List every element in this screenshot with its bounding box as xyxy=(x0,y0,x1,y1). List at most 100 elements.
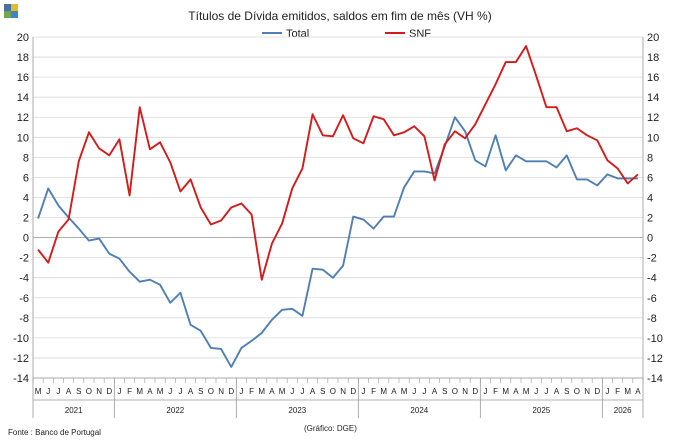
x-month-label: F xyxy=(127,387,132,396)
x-month-label: N xyxy=(340,387,346,396)
y-tick-label-left: 8 xyxy=(23,152,29,164)
x-month-label: A xyxy=(391,387,397,396)
y-tick-label-right: 18 xyxy=(647,52,659,64)
x-month-label: A xyxy=(147,387,153,396)
x-month-label: O xyxy=(208,387,214,396)
x-month-label: A xyxy=(188,387,194,396)
x-month-label: J xyxy=(46,387,50,396)
x-month-label: M xyxy=(136,387,143,396)
x-month-label: F xyxy=(371,387,376,396)
x-month-label: N xyxy=(462,387,468,396)
chart-legend: Total SNF xyxy=(262,28,431,40)
x-month-label: J xyxy=(605,387,609,396)
x-month-label: M xyxy=(523,387,530,396)
y-axis-left: -14 -12 -10 -8 -6 -4 -2 0 2 4 6 8 10 12 14 16 18 20 xyxy=(13,32,29,385)
series-line-total xyxy=(37,116,638,368)
x-month-label: O xyxy=(86,387,92,396)
x-month-label: J xyxy=(117,387,121,396)
x-month-label: M xyxy=(157,387,164,396)
x-month-label: F xyxy=(493,387,498,396)
y-tick-label-left: 10 xyxy=(17,132,29,144)
y-tick-label-left: 6 xyxy=(23,172,29,184)
gridlines xyxy=(32,36,644,379)
x-month-label: J xyxy=(239,387,243,396)
x-year-label: 2023 xyxy=(288,406,306,415)
x-month-label: A xyxy=(513,387,519,396)
x-month-label: M xyxy=(624,387,631,396)
x-month-label: A xyxy=(432,387,438,396)
y-tick-label-right: 0 xyxy=(647,233,653,245)
x-month-label: A xyxy=(635,387,641,396)
x-month-label: J xyxy=(300,387,304,396)
x-month-label: M xyxy=(502,387,509,396)
y-tick-label-left: -10 xyxy=(13,333,29,345)
x-month-label: A xyxy=(269,387,275,396)
x-month-label: S xyxy=(76,387,81,396)
x-month-label: N xyxy=(96,387,102,396)
y-tick-label-right: 16 xyxy=(647,72,659,84)
x-month-label: D xyxy=(228,387,234,396)
y-tick-label-left: -8 xyxy=(19,313,29,325)
x-month-label: S xyxy=(198,387,203,396)
x-month-label: D xyxy=(594,387,600,396)
x-month-label: J xyxy=(422,387,426,396)
x-month-label: A xyxy=(310,387,316,396)
y-tick-label-right: 4 xyxy=(647,192,653,204)
x-month-label: S xyxy=(320,387,325,396)
x-month-label: F xyxy=(249,387,254,396)
y-tick-label-right: 14 xyxy=(647,92,659,104)
y-axis-right: -14 -12 -10 -8 -6 -4 -2 0 2 4 6 8 10 12 14 16 18 20 xyxy=(647,32,663,385)
y-tick-label-left: 2 xyxy=(23,213,29,225)
x-month-label: O xyxy=(452,387,458,396)
x-month-label: M xyxy=(258,387,265,396)
logo-square xyxy=(4,11,11,18)
y-tick-label-left: 4 xyxy=(23,192,29,204)
source-note: Fonte : Banco de Portugal xyxy=(8,428,101,437)
legend-label: Total xyxy=(286,28,309,40)
y-tick-label-right: -12 xyxy=(647,353,663,365)
x-month-label: J xyxy=(412,387,416,396)
x-month-label: A xyxy=(66,387,72,396)
y-tick-label-left: -2 xyxy=(19,253,29,265)
x-month-label: N xyxy=(584,387,590,396)
x-month-label: D xyxy=(106,387,112,396)
x-month-label: O xyxy=(330,387,336,396)
x-month-label: M xyxy=(380,387,387,396)
logo-square xyxy=(4,4,11,11)
y-tick-label-right: 20 xyxy=(647,32,659,44)
y-tick-label-left: 12 xyxy=(17,112,29,124)
y-tick-label-left: 18 xyxy=(17,52,29,64)
x-month-label: J xyxy=(534,387,538,396)
y-tick-label-left: 16 xyxy=(17,72,29,84)
y-tick-label-left: 0 xyxy=(23,233,29,245)
x-month-label: J xyxy=(290,387,294,396)
series-line-snf xyxy=(37,45,639,281)
y-tick-label-right: -14 xyxy=(647,373,663,385)
y-tick-label-right: -10 xyxy=(647,333,663,345)
y-tick-label-right: 2 xyxy=(647,213,653,225)
x-year-label: 2024 xyxy=(410,406,428,415)
x-year-label: 2026 xyxy=(614,406,632,415)
x-month-label: M xyxy=(401,387,408,396)
x-month-label: J xyxy=(178,387,182,396)
y-tick-label-left: -6 xyxy=(19,293,29,305)
x-month-label: A xyxy=(554,387,560,396)
x-month-label: D xyxy=(472,387,478,396)
y-tick-label-left: -4 xyxy=(19,273,29,285)
y-tick-label-right: -8 xyxy=(647,313,657,325)
logo-icon xyxy=(4,4,18,18)
x-month-label: J xyxy=(56,387,60,396)
chart-credit: (Gráfico: DGE) xyxy=(304,424,357,433)
y-tick-label-right: -2 xyxy=(647,253,657,265)
x-month-label: J xyxy=(544,387,548,396)
legend-label: SNF xyxy=(409,28,431,40)
x-month-label: J xyxy=(168,387,172,396)
y-tick-label-right: 8 xyxy=(647,152,653,164)
y-tick-label-left: -12 xyxy=(13,353,29,365)
x-month-label: F xyxy=(615,387,620,396)
y-tick-label-right: 6 xyxy=(647,172,653,184)
x-month-label: O xyxy=(574,387,580,396)
x-month-label: D xyxy=(350,387,356,396)
y-tick-label-right: -4 xyxy=(647,273,657,285)
